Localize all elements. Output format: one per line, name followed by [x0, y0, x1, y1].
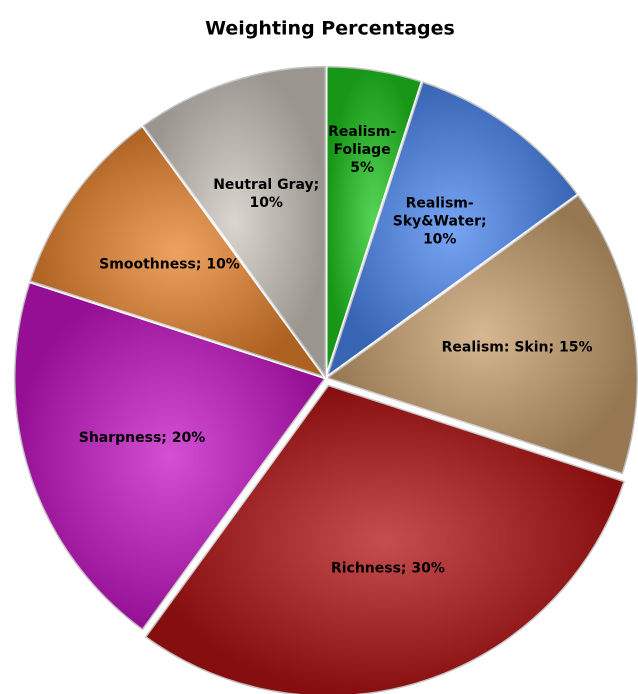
data-label: Neutral Gray; 10%	[213, 177, 319, 211]
data-label: Sharpness; 20%	[79, 430, 206, 446]
data-label: Realism: Skin; 15%	[442, 340, 593, 356]
chart-title: Weighting Percentages	[205, 18, 455, 40]
data-label: Smoothness; 10%	[99, 256, 240, 272]
data-label: Richness; 30%	[331, 561, 445, 577]
